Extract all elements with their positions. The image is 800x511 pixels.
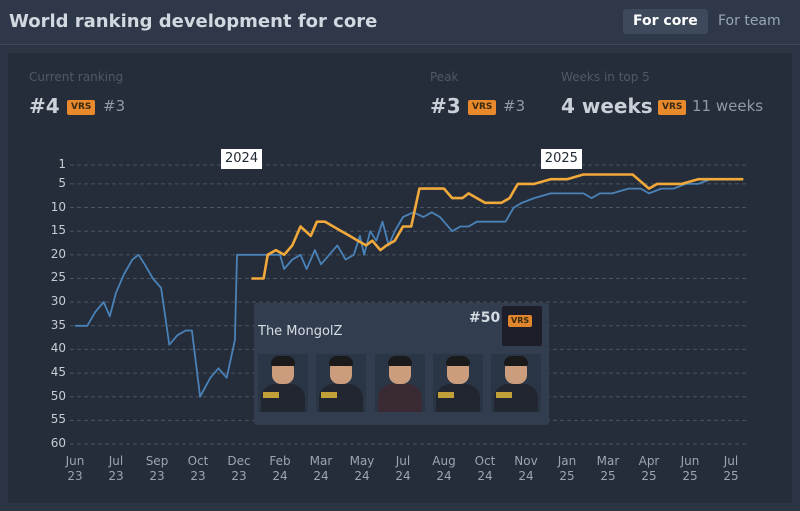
x-tick-label: Mar 25 [596,454,620,483]
weeks-label: Weeks in top 5 [561,70,650,84]
y-tick-label: 60 [50,436,66,450]
player-avatar [433,354,483,412]
y-tick-label: 50 [50,388,66,403]
tooltip-team-name: The MongolZ [258,324,343,339]
y-tick-label: 40 [50,341,66,356]
x-tick-label: Feb 24 [269,454,291,483]
x-tick-label: Jun 23 [65,454,85,483]
weeks-vrs-value: 11 weeks [692,97,764,115]
current-vrs-value: #3 [103,97,126,115]
header-divider [0,44,800,45]
x-tick-label: Jul 23 [108,454,124,483]
toggle-for-core-button[interactable]: For core [623,9,708,34]
year-marker: 2025 [540,149,582,169]
player-avatar [258,354,308,412]
y-tick-label: 1 [58,157,66,171]
peak-label: Peak [430,70,459,84]
y-tick-label: 45 [50,365,66,380]
y-tick-label: 25 [50,270,66,285]
x-tick-label: Aug 24 [432,454,456,483]
weeks-vrs-badge: VRS [658,100,687,115]
y-tick-label: 55 [50,412,66,427]
weeks-value: 4 weeks [561,94,653,118]
chart-panel [8,53,792,503]
tooltip-rank: #50 [469,310,501,326]
x-tick-label: Jan 25 [557,454,577,483]
x-tick-label: Oct 23 [187,454,209,483]
year-marker: 2024 [221,149,263,169]
x-tick-label: Sep 23 [145,454,169,483]
y-tick-label: 20 [50,246,66,261]
y-tick-label: 5 [58,175,66,190]
x-tick-label: Nov 24 [514,454,538,483]
y-tick-label: 10 [50,199,66,214]
peak-vrs-badge: VRS [468,100,497,115]
player-avatar [316,354,366,412]
peak-value: #3 [430,94,461,118]
x-tick-label: May 24 [349,454,375,483]
tooltip-vrs-badge: VRS [508,315,533,327]
chart-tooltip: The MongolZ #50 VRS [254,303,549,425]
x-tick-label: Mar 24 [309,454,333,483]
x-tick-label: Dec 23 [227,454,251,483]
x-tick-label: Jul 25 [723,454,739,483]
page-title: World ranking development for core [9,11,378,32]
page-header: World ranking development for core For c… [0,0,800,44]
y-tick-label: 35 [50,317,66,332]
x-tick-label: Jul 24 [395,454,411,483]
x-tick-label: Jun 25 [680,454,700,483]
player-avatar [491,354,541,412]
current-vrs-badge: VRS [67,100,96,115]
y-tick-label: 30 [50,294,66,309]
peak-vrs-value: #3 [503,97,526,115]
current-ranking-label: Current ranking [29,70,124,84]
player-avatar [375,354,425,412]
x-tick-label: Oct 24 [474,454,496,483]
current-ranking-value: #4 [29,94,60,118]
toggle-for-team-button[interactable]: For team [718,13,781,29]
x-tick-label: Apr 25 [638,454,660,483]
y-tick-label: 15 [50,223,66,238]
